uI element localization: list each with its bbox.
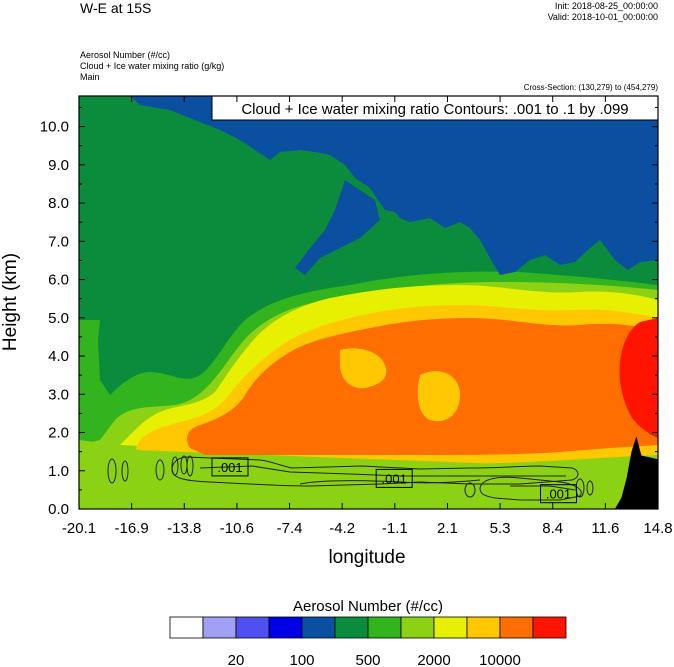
y-tick-label: 3.0 bbox=[48, 386, 69, 403]
y-tick-label: 10.0 bbox=[40, 119, 69, 136]
init-time: Init: 2018-08-25_00:00:00 bbox=[554, 1, 658, 11]
colorbar-label: 20 bbox=[228, 652, 245, 667]
y-tick-label: 9.0 bbox=[48, 157, 69, 174]
contour-label: .001 bbox=[217, 460, 242, 475]
x-tick-label: 8.4 bbox=[542, 520, 563, 537]
y-tick-label: 8.0 bbox=[48, 195, 69, 212]
y-axis: 0.0 1.0 2.0 3.0 4.0 5.0 6.0 7.0 8.0 9.0 10.0 bbox=[40, 106, 658, 518]
x-axis: -20.1 -16.9 -13.8 -10.6 -7.4 -4.2 -1.1 2.1 5.3 8.… bbox=[62, 96, 673, 537]
cloud-contours bbox=[107, 455, 594, 501]
x-tick-label: 2.1 bbox=[437, 520, 458, 537]
aerosol-field bbox=[79, 96, 658, 509]
y-tick-label: 5.0 bbox=[48, 310, 69, 327]
valid-time: Valid: 2018-10-01_00:00:00 bbox=[547, 12, 658, 22]
x-tick-label: -20.1 bbox=[62, 520, 96, 537]
contour-label: .001 bbox=[382, 471, 407, 486]
colorbar bbox=[169, 616, 567, 639]
colorbar-swatch bbox=[169, 616, 204, 639]
colorbar-swatch bbox=[400, 616, 435, 639]
contour-label-box bbox=[211, 457, 249, 477]
plot-title: W-E at 15S bbox=[80, 0, 152, 16]
x-axis-label: longitude bbox=[328, 547, 405, 568]
x-tick-label: -13.8 bbox=[167, 520, 201, 537]
field-main: Main bbox=[80, 72, 100, 82]
x-tick-label: -16.9 bbox=[115, 520, 149, 537]
plot-frame bbox=[78, 95, 659, 510]
y-tick-label: 6.0 bbox=[48, 272, 69, 289]
contour-info-text: Cloud + Ice water mixing ratio Contours:… bbox=[241, 101, 628, 118]
terrain-mask bbox=[614, 436, 658, 509]
x-tick-label: 14.8 bbox=[643, 520, 672, 537]
colorbar-label: 500 bbox=[355, 652, 380, 667]
field-aerosol: Aerosol Number (#/cc) bbox=[80, 50, 171, 60]
colorbar-label: 2000 bbox=[417, 652, 450, 667]
colorbar-label: 100 bbox=[289, 652, 314, 667]
colorbar-label: 10000 bbox=[479, 652, 521, 667]
x-tick-label: -1.1 bbox=[382, 520, 408, 537]
time-info: Init: 2018-08-25_00:00:00 Valid: 2018-10… bbox=[548, 1, 658, 23]
x-tick-label: 11.6 bbox=[591, 520, 619, 537]
contour-info-box bbox=[211, 95, 659, 121]
colorbar-swatch bbox=[235, 616, 270, 639]
colorbar-swatch bbox=[301, 616, 336, 639]
x-tick-label: -7.4 bbox=[277, 520, 303, 537]
colorbar-title: Aerosol Number (#/cc) bbox=[293, 598, 443, 615]
colorbar-swatch bbox=[268, 616, 303, 639]
y-tick-label: 1.0 bbox=[48, 463, 69, 480]
colorbar-labels: 20 100 500 2000 10000 bbox=[228, 652, 521, 667]
y-tick-label: 0.0 bbox=[48, 501, 69, 518]
x-tick-label: 5.3 bbox=[490, 520, 511, 537]
colorbar-swatch bbox=[202, 616, 237, 639]
y-tick-label: 4.0 bbox=[48, 348, 69, 365]
y-tick-label: 7.0 bbox=[48, 233, 69, 250]
y-tick-label: 2.0 bbox=[48, 425, 69, 442]
colorbar-swatch bbox=[466, 616, 501, 639]
x-tick-label: -4.2 bbox=[329, 520, 355, 537]
contour-label-box bbox=[540, 484, 577, 504]
colorbar-swatch bbox=[367, 616, 402, 639]
contour-labels: .001 .001 .001 bbox=[211, 457, 577, 504]
field-cloud-ice: Cloud + Ice water mixing ratio (g/kg) bbox=[80, 61, 225, 71]
cross-section-info: Cross-Section: (130,279) to (454,279) bbox=[523, 83, 658, 92]
colorbar-swatch bbox=[532, 616, 567, 639]
x-tick-label: -10.6 bbox=[220, 520, 254, 537]
colorbar-swatch bbox=[433, 616, 468, 639]
colorbar-swatch bbox=[334, 616, 369, 639]
colorbar-swatch bbox=[499, 616, 534, 639]
contour-label: .001 bbox=[546, 487, 571, 502]
y-axis-label: Height (km) bbox=[0, 253, 21, 351]
contour-label-box bbox=[375, 468, 413, 488]
field-list: Aerosol Number (#/cc) Cloud + Ice water … bbox=[80, 50, 224, 83]
